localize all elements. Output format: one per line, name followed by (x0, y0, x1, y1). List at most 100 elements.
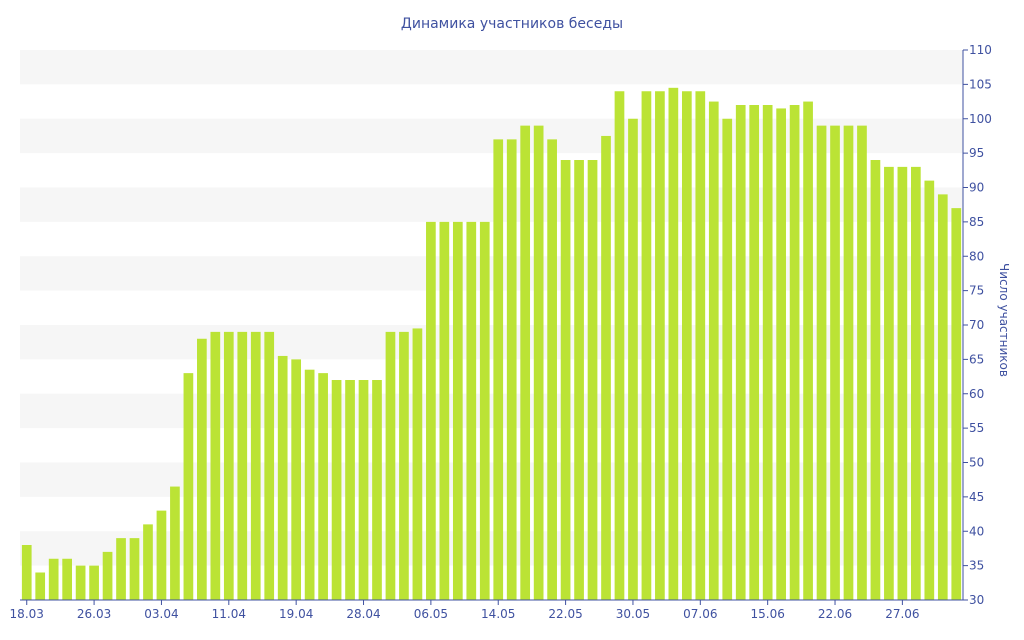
bar (304, 369, 315, 600)
bar (345, 380, 355, 600)
bar (560, 160, 571, 600)
bar (35, 572, 46, 600)
bar (574, 160, 584, 600)
bar (816, 125, 827, 600)
bar (21, 545, 32, 600)
bar (937, 194, 948, 600)
bar (223, 331, 234, 600)
y-tick-label: 65 (969, 352, 984, 366)
bar (668, 87, 679, 600)
bar (655, 91, 665, 600)
bar (385, 331, 396, 600)
bar (197, 338, 207, 600)
bar (466, 221, 477, 600)
bar (506, 139, 517, 600)
x-tick-label: 14.05 (481, 607, 515, 621)
bar (776, 108, 786, 600)
bar (628, 118, 638, 600)
y-tick-label: 90 (969, 181, 984, 195)
grid-band (20, 50, 963, 85)
chart-title: Динамика участников беседы (401, 16, 623, 32)
bar (62, 558, 72, 600)
bar (129, 538, 140, 600)
bar (884, 166, 894, 600)
bar (116, 538, 126, 600)
y-tick-label: 70 (969, 318, 984, 332)
bar (412, 328, 423, 600)
x-tick-label: 22.05 (548, 607, 582, 621)
bar (102, 551, 113, 600)
bar (372, 380, 382, 600)
bar (749, 105, 760, 600)
y-tick-label: 100 (969, 112, 992, 126)
y-axis-label: Число участников (997, 263, 1011, 377)
x-tick-label: 28.04 (346, 607, 380, 621)
bar (156, 510, 167, 600)
bar (183, 373, 194, 600)
bar (250, 331, 261, 600)
bar (843, 125, 854, 600)
bar (48, 558, 59, 600)
bars-group (21, 87, 962, 600)
y-tick-label: 60 (969, 387, 984, 401)
bar (601, 135, 611, 600)
x-tick-label: 06.05 (414, 607, 448, 621)
x-tick-label: 15.06 (750, 607, 784, 621)
y-tick-label: 75 (969, 284, 984, 298)
bar (695, 91, 706, 600)
bar (210, 331, 221, 600)
y-tick-label: 55 (969, 421, 984, 435)
bar (641, 91, 652, 600)
x-tick-label: 30.05 (616, 607, 650, 621)
x-tick-label: 27.06 (885, 607, 919, 621)
bar (924, 180, 935, 600)
bar (452, 221, 463, 600)
bar (951, 208, 962, 600)
bar (318, 373, 328, 600)
x-tick-label: 11.04 (212, 607, 246, 621)
y-tick-label: 110 (969, 43, 992, 57)
y-tick-label: 45 (969, 490, 984, 504)
bar (277, 355, 288, 600)
bar (614, 91, 625, 600)
bar (708, 101, 719, 600)
y-axis: 30 35 40 45 50 55 60 65 70 75 80 85 90 95 100 105 110 (962, 43, 992, 607)
bar (493, 139, 504, 600)
bar (803, 101, 813, 600)
bar (520, 125, 531, 600)
y-tick-label: 50 (969, 456, 984, 470)
bar (735, 105, 746, 600)
bar (762, 105, 773, 600)
bar (722, 118, 733, 600)
bar (358, 380, 369, 600)
bar (426, 221, 436, 600)
y-tick-label: 80 (969, 249, 984, 263)
x-tick-label: 26.03 (77, 607, 111, 621)
bar (897, 166, 908, 600)
bar (681, 91, 692, 600)
bar (143, 524, 153, 600)
bar (399, 331, 409, 600)
bar (789, 105, 800, 600)
x-tick-label: 19.04 (279, 607, 313, 621)
bar (89, 565, 99, 600)
bar (331, 380, 342, 600)
bar (533, 125, 544, 600)
bar (911, 166, 921, 600)
bar (857, 125, 867, 600)
y-tick-label: 85 (969, 215, 984, 229)
x-tick-label: 03.04 (144, 607, 178, 621)
y-tick-label: 30 (969, 593, 984, 607)
bar (75, 565, 86, 600)
bar (439, 221, 450, 600)
x-tick-label: 07.06 (683, 607, 717, 621)
x-axis: 18.03 26.03 03.04 11.04 19.04 28.04 06.05 14.05… (10, 599, 963, 621)
x-tick-label: 18.03 (10, 607, 44, 621)
bar (830, 125, 840, 600)
y-tick-label: 40 (969, 524, 984, 538)
bar (237, 331, 248, 600)
bar (264, 331, 275, 600)
bar (170, 486, 180, 600)
